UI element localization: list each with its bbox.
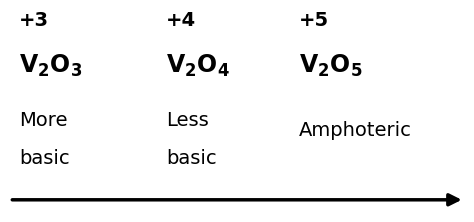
Text: $\mathbf{V_2O_3}$: $\mathbf{V_2O_3}$ [19, 53, 82, 79]
Text: $\mathbf{V_2O_4}$: $\mathbf{V_2O_4}$ [166, 53, 229, 79]
Text: $\mathbf{V_2O_5}$: $\mathbf{V_2O_5}$ [299, 53, 362, 79]
Text: basic: basic [19, 149, 70, 168]
Text: More: More [19, 111, 67, 130]
Text: +5: +5 [299, 11, 329, 30]
Text: Less: Less [166, 111, 209, 130]
Text: +3: +3 [19, 11, 49, 30]
Text: +4: +4 [166, 11, 196, 30]
Text: basic: basic [166, 149, 217, 168]
Text: Amphoteric: Amphoteric [299, 121, 411, 141]
